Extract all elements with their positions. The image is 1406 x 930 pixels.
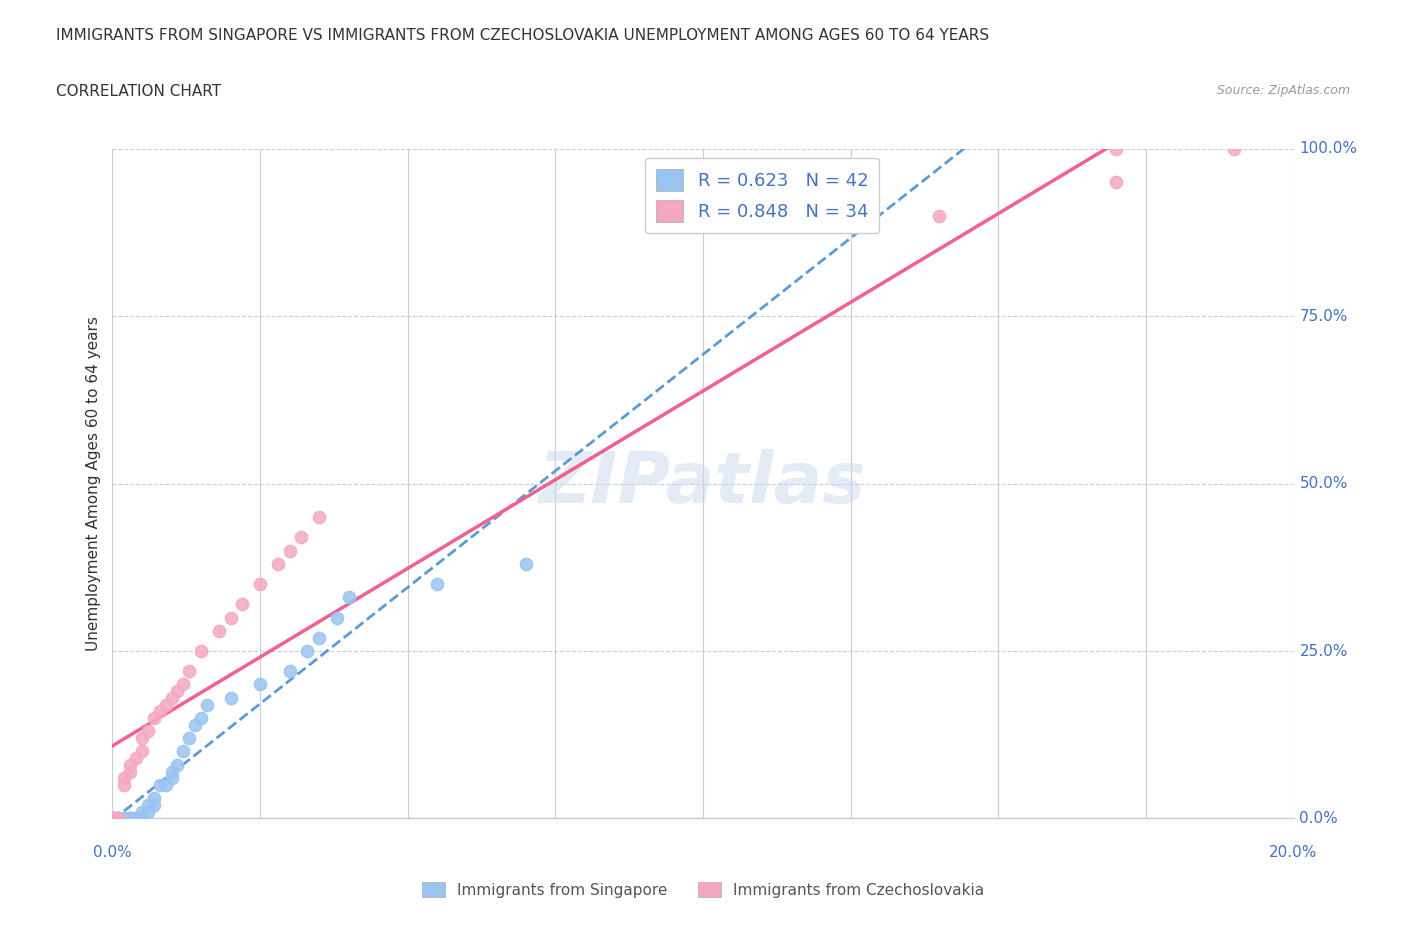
Point bbox=[249, 577, 271, 591]
Point bbox=[290, 530, 312, 545]
Point bbox=[112, 771, 135, 786]
Y-axis label: Unemployment Among Ages 60 to 64 years: Unemployment Among Ages 60 to 64 years bbox=[86, 316, 101, 651]
Point bbox=[107, 811, 129, 826]
Point bbox=[101, 811, 124, 826]
Legend: Immigrants from Singapore, Immigrants from Czechoslovakia: Immigrants from Singapore, Immigrants fr… bbox=[416, 875, 990, 904]
Point bbox=[101, 811, 124, 826]
Point bbox=[190, 711, 212, 725]
Point bbox=[149, 777, 172, 792]
Point bbox=[1105, 141, 1128, 156]
Point bbox=[101, 811, 124, 826]
Point bbox=[142, 790, 165, 805]
Text: IMMIGRANTS FROM SINGAPORE VS IMMIGRANTS FROM CZECHOSLOVAKIA UNEMPLOYMENT AMONG A: IMMIGRANTS FROM SINGAPORE VS IMMIGRANTS … bbox=[56, 28, 990, 43]
Point bbox=[1223, 141, 1246, 156]
Point bbox=[190, 644, 212, 658]
Point bbox=[107, 811, 129, 826]
Legend: R = 0.623   N = 42, R = 0.848   N = 34: R = 0.623 N = 42, R = 0.848 N = 34 bbox=[645, 158, 879, 232]
Point bbox=[125, 811, 148, 826]
Point bbox=[120, 757, 142, 772]
Point bbox=[326, 610, 349, 625]
Point bbox=[131, 811, 153, 826]
Point bbox=[101, 811, 124, 826]
Point bbox=[337, 590, 360, 604]
Point bbox=[172, 677, 194, 692]
Text: 50.0%: 50.0% bbox=[1299, 476, 1348, 491]
Text: 0.0%: 0.0% bbox=[93, 845, 132, 860]
Point bbox=[426, 577, 449, 591]
Point bbox=[112, 811, 135, 826]
Point bbox=[136, 724, 159, 738]
Point bbox=[155, 777, 177, 792]
Point bbox=[166, 684, 188, 698]
Point bbox=[131, 811, 153, 826]
Point bbox=[278, 664, 301, 679]
Point bbox=[131, 731, 153, 746]
Point bbox=[112, 811, 135, 826]
Point bbox=[278, 543, 301, 558]
Point bbox=[101, 811, 124, 826]
Text: 25.0%: 25.0% bbox=[1299, 644, 1348, 658]
Point bbox=[136, 798, 159, 813]
Text: 100.0%: 100.0% bbox=[1299, 141, 1357, 156]
Point bbox=[160, 771, 183, 786]
Point bbox=[231, 597, 253, 612]
Point bbox=[131, 744, 153, 759]
Point bbox=[125, 751, 148, 765]
Point bbox=[267, 556, 290, 571]
Point bbox=[166, 757, 188, 772]
Point bbox=[1105, 175, 1128, 190]
Point bbox=[107, 811, 129, 826]
Point bbox=[308, 510, 330, 525]
Point bbox=[101, 811, 124, 826]
Point bbox=[142, 798, 165, 813]
Text: CORRELATION CHART: CORRELATION CHART bbox=[56, 84, 221, 99]
Point bbox=[219, 610, 242, 625]
Point bbox=[120, 811, 142, 826]
Text: 75.0%: 75.0% bbox=[1299, 309, 1348, 324]
Point bbox=[308, 631, 330, 645]
Point bbox=[208, 623, 231, 638]
Point bbox=[160, 690, 183, 705]
Point bbox=[112, 811, 135, 826]
Point bbox=[179, 731, 201, 746]
Point bbox=[120, 764, 142, 779]
Text: 0.0%: 0.0% bbox=[1299, 811, 1339, 826]
Point bbox=[101, 811, 124, 826]
Point bbox=[125, 811, 148, 826]
Point bbox=[195, 698, 218, 712]
Point bbox=[131, 804, 153, 819]
Point bbox=[219, 690, 242, 705]
Point bbox=[249, 677, 271, 692]
Text: 20.0%: 20.0% bbox=[1270, 845, 1317, 860]
Point bbox=[155, 698, 177, 712]
Point bbox=[101, 811, 124, 826]
Point bbox=[515, 556, 537, 571]
Point bbox=[101, 811, 124, 826]
Point bbox=[297, 644, 319, 658]
Point bbox=[112, 777, 135, 792]
Point bbox=[107, 811, 129, 826]
Point bbox=[179, 664, 201, 679]
Point bbox=[160, 764, 183, 779]
Point bbox=[101, 811, 124, 826]
Point bbox=[136, 804, 159, 819]
Point bbox=[107, 811, 129, 826]
Point bbox=[149, 704, 172, 719]
Point bbox=[172, 744, 194, 759]
Point bbox=[184, 717, 207, 732]
Text: ZIPatlas: ZIPatlas bbox=[540, 449, 866, 518]
Point bbox=[928, 208, 950, 223]
Text: Source: ZipAtlas.com: Source: ZipAtlas.com bbox=[1216, 84, 1350, 97]
Point bbox=[120, 811, 142, 826]
Point bbox=[142, 711, 165, 725]
